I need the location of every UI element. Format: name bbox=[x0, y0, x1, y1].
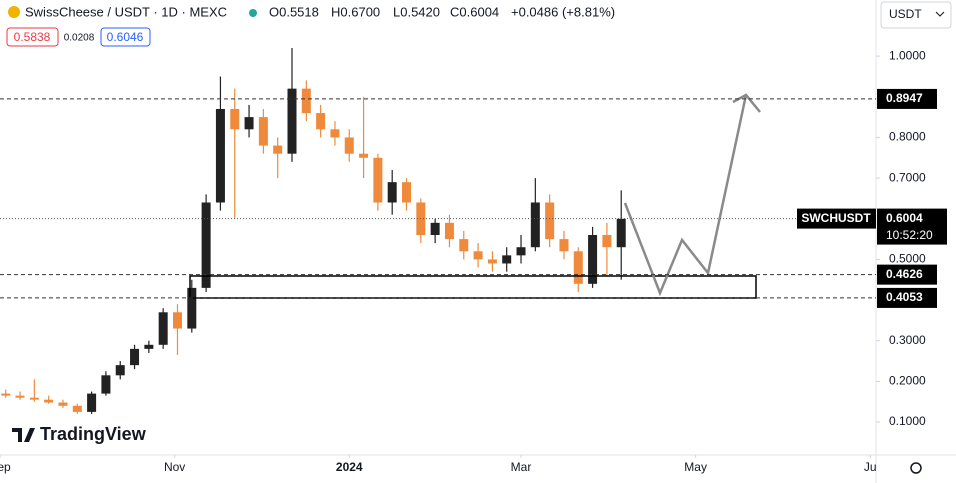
sell-price: 0.5838 bbox=[14, 30, 51, 44]
candle-body bbox=[144, 344, 154, 349]
candle-body bbox=[545, 202, 555, 240]
ohlc-close: C0.6004 bbox=[450, 4, 499, 19]
candle-body bbox=[359, 153, 369, 158]
candle-body bbox=[258, 117, 268, 146]
candle-body bbox=[287, 88, 297, 154]
candle-body bbox=[44, 399, 54, 403]
y-tick-label: 0.1000 bbox=[889, 414, 926, 428]
currency-label: USDT bbox=[889, 7, 922, 21]
candle-body bbox=[387, 182, 397, 203]
buy-button[interactable] bbox=[100, 27, 151, 47]
price-tag-label: 0.4626 bbox=[886, 267, 923, 281]
candle-body bbox=[273, 145, 283, 154]
last-price-box bbox=[877, 208, 947, 245]
x-tick-label: Sep bbox=[0, 460, 11, 474]
ohlc-change: +0.0486 (+8.81%) bbox=[511, 4, 615, 19]
x-tick-label: May bbox=[684, 460, 707, 474]
currency-select[interactable] bbox=[880, 1, 952, 29]
price-tag-label: 0.8947 bbox=[886, 91, 923, 105]
candle-body bbox=[101, 375, 111, 394]
candle-body bbox=[230, 108, 240, 130]
logo-text: TradingView bbox=[40, 424, 147, 444]
ohlc-low: L0.5420 bbox=[393, 4, 440, 19]
symbol-title: SwissCheese / USDT · 1D · MEXC bbox=[25, 4, 227, 19]
zone-rectangle bbox=[189, 275, 757, 299]
projection-path bbox=[623, 94, 748, 297]
last-price-name-box bbox=[797, 208, 876, 229]
candle-body bbox=[373, 157, 383, 203]
candle-body bbox=[602, 235, 612, 248]
y-tick-label: 0.2000 bbox=[889, 374, 926, 388]
candle-body bbox=[244, 117, 254, 130]
price-tag-label: 0.4053 bbox=[886, 290, 923, 304]
candle-body bbox=[616, 218, 626, 248]
candle-body bbox=[344, 137, 354, 154]
candle-body bbox=[29, 397, 39, 400]
dropdown-arrow bbox=[935, 11, 945, 17]
candle-body bbox=[588, 235, 598, 284]
x-tick-label: Nov bbox=[164, 460, 185, 474]
ohlc-open: O0.5518 bbox=[269, 4, 319, 19]
candle-body bbox=[573, 251, 583, 284]
symbol-icon bbox=[8, 6, 20, 18]
last-price-name: SWCHUSDT bbox=[801, 211, 871, 225]
spread: 0.0208 bbox=[64, 33, 95, 44]
candle-body bbox=[1, 393, 11, 396]
countdown: 10:52:20 bbox=[886, 228, 933, 242]
candle-body bbox=[459, 239, 469, 252]
candle-body bbox=[87, 393, 97, 412]
candle-body bbox=[301, 88, 311, 114]
projection-arrowhead bbox=[732, 93, 761, 113]
sell-button[interactable] bbox=[6, 27, 59, 47]
candle-body bbox=[215, 108, 225, 203]
candle-body bbox=[444, 222, 454, 240]
settings-button[interactable] bbox=[910, 462, 922, 474]
y-tick-label: 0.5000 bbox=[889, 252, 926, 266]
candle-body bbox=[516, 247, 526, 256]
candle-body bbox=[172, 312, 182, 329]
y-tick-label: 0.3000 bbox=[889, 333, 926, 347]
candle-body bbox=[316, 113, 326, 130]
candle-body bbox=[330, 129, 340, 138]
candle-body bbox=[201, 202, 211, 288]
plot bbox=[1, 47, 626, 414]
x-tick-label: 2024 bbox=[336, 460, 363, 474]
ohlc-high: H0.6700 bbox=[331, 4, 380, 19]
candle-body bbox=[187, 287, 197, 329]
candle-body bbox=[158, 312, 168, 345]
candle-body bbox=[473, 251, 483, 260]
last-price-value: 0.6004 bbox=[886, 211, 923, 225]
logo-mark bbox=[12, 428, 35, 442]
x-tick-label: Mar bbox=[511, 460, 532, 474]
x-tick-label: Ju bbox=[864, 460, 877, 474]
candle-body bbox=[72, 405, 82, 412]
candle-body bbox=[115, 365, 125, 376]
candle-body bbox=[58, 402, 68, 406]
price-tag bbox=[877, 287, 937, 308]
candle-body bbox=[430, 222, 440, 236]
status-dot bbox=[249, 9, 257, 17]
candle-body bbox=[502, 255, 512, 264]
y-tick-label: 1.0000 bbox=[889, 48, 926, 62]
candle-body bbox=[487, 259, 497, 264]
candle-body bbox=[130, 348, 140, 366]
y-tick-label: 0.7000 bbox=[889, 170, 926, 184]
buy-price: 0.6046 bbox=[107, 30, 144, 44]
candle-body bbox=[402, 182, 412, 203]
y-tick-label: 0.8000 bbox=[889, 130, 926, 144]
candle-body bbox=[15, 395, 25, 398]
price-tag bbox=[877, 264, 937, 285]
candle-body bbox=[530, 202, 540, 248]
price-tag bbox=[877, 88, 937, 109]
candle-body bbox=[559, 239, 569, 252]
